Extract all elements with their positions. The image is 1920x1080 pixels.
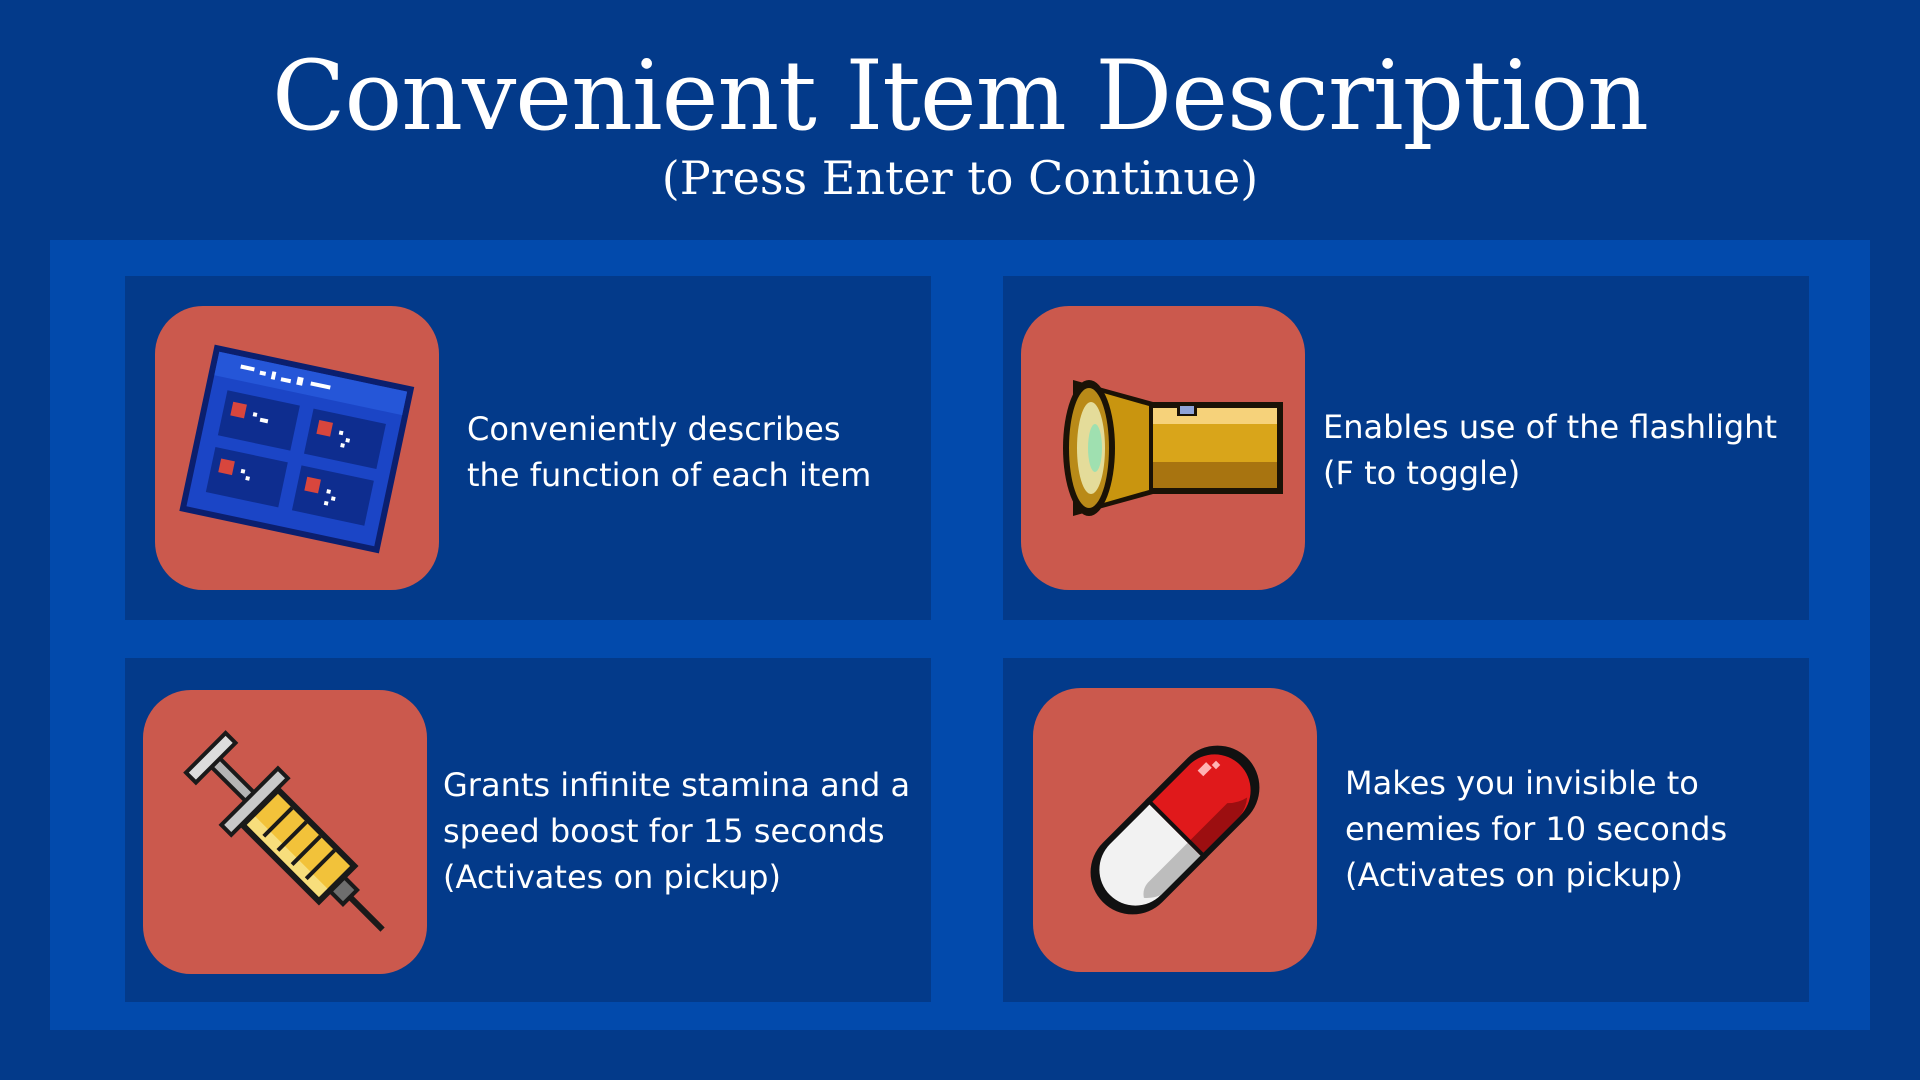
- item-description: Conveniently describes the function of e…: [467, 410, 872, 494]
- item-icon-tile: [1021, 306, 1305, 590]
- item-description: Enables use of the flashlight (F to togg…: [1323, 408, 1777, 492]
- item-guide-map-icon: [179, 344, 415, 554]
- page-title: Convenient Item Description: [271, 40, 1649, 152]
- items-panel: Conveniently describes the function of e…: [50, 240, 1870, 1030]
- item-icon-tile: [1033, 688, 1317, 972]
- item-card-flashlight: Enables use of the flashlight (F to togg…: [1003, 276, 1809, 620]
- item-card-syringe: Grants infinite stamina and a speed boos…: [125, 658, 931, 1002]
- item-card-guide: Conveniently describes the function of e…: [125, 276, 931, 620]
- item-icon-tile: [143, 690, 427, 974]
- continue-prompt: (Press Enter to Continue): [661, 151, 1259, 205]
- item-description: Makes you invisible to enemies for 10 se…: [1345, 764, 1728, 894]
- item-card-pill: Makes you invisible to enemies for 10 se…: [1003, 658, 1809, 1002]
- item-description: Grants infinite stamina and a speed boos…: [443, 766, 911, 896]
- pill-icon: [1090, 745, 1260, 915]
- syringe-icon: [183, 730, 385, 932]
- flashlight-icon: [1063, 380, 1283, 516]
- item-icon-tile: [155, 306, 439, 590]
